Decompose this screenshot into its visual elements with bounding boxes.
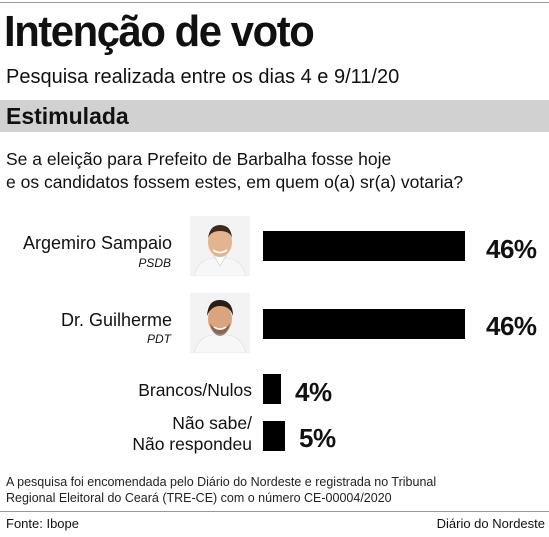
other-pct-label: 5% [299,423,336,453]
other-label: Não respondeu [132,434,252,454]
candidate-pct-label: 46% [486,234,537,264]
candidate-name: Argemiro Sampaio [22,233,172,253]
footnote-line-2: Regional Eleitoral do Ceará (TRE-CE) com… [6,491,392,505]
question-line-2: e os candidatos fossem estes, em quem o(… [6,172,464,192]
candidate-photo-icon [190,216,250,276]
other-label: Não sabe/ [172,413,252,433]
credit-label: Diário do Nordeste [436,516,545,531]
bottom-rule [0,511,549,512]
candidate-party: PSDB [138,256,171,270]
section-bar: Estimulada [0,100,549,132]
other-bar [263,374,281,404]
top-rule [0,2,549,3]
source-label: Fonte: Ibope [6,516,79,531]
footnote-line-1: A pesquisa foi encomendada pelo Diário d… [6,475,437,489]
candidate-bar [263,231,465,261]
candidate-photo-icon [190,293,250,353]
other-label: Brancos/Nulos [138,380,252,400]
survey-question: Se a eleição para Prefeito de Barbalha f… [6,148,463,194]
other-pct-label: 4% [295,377,332,407]
question-line-1: Se a eleição para Prefeito de Barbalha f… [6,149,392,169]
section-label: Estimulada [6,103,129,129]
other-bar [263,421,285,451]
candidate-party: PDT [147,332,171,346]
page-subtitle: Pesquisa realizada entre os dias 4 e 9/1… [6,66,400,88]
page-title: Intenção de voto [4,7,315,56]
candidate-bar [263,309,465,339]
candidate-pct-label: 46% [486,311,537,341]
candidate-name: Dr. Guilherme [60,310,172,330]
footnote: A pesquisa foi encomendada pelo Diário d… [6,474,436,506]
